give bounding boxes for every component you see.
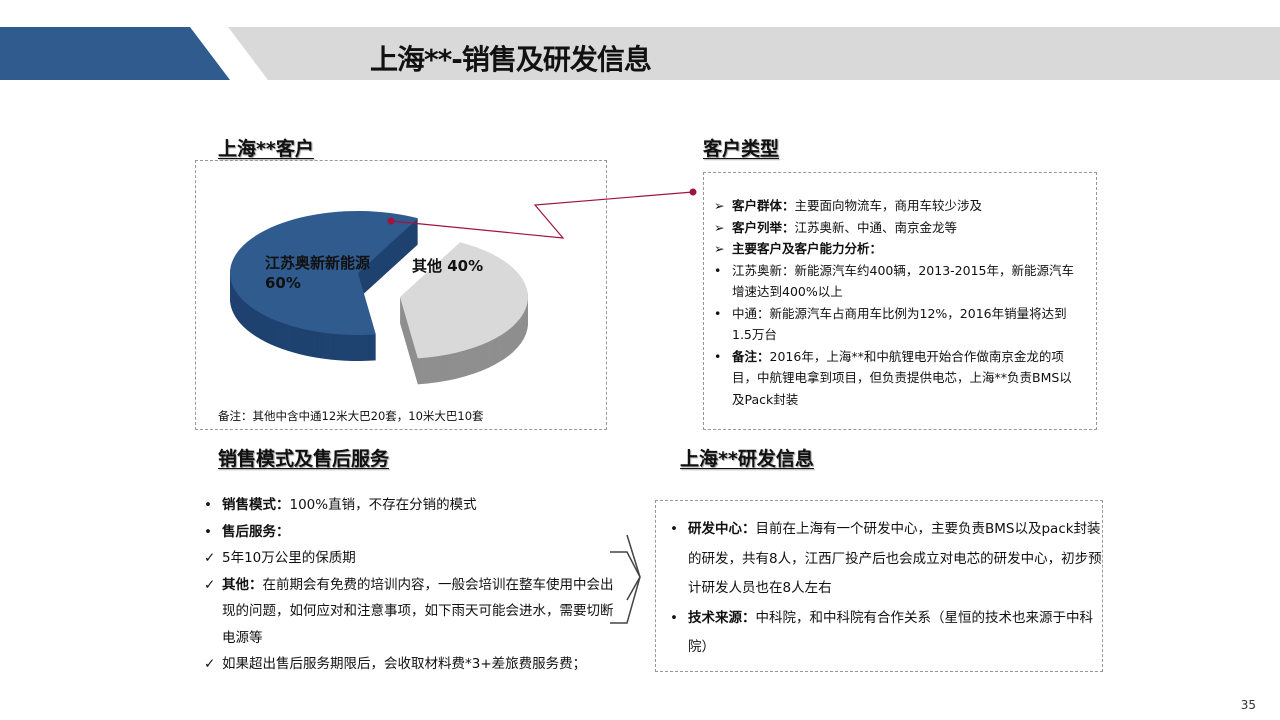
item-label: 客户列举：	[732, 219, 795, 235]
item-label: 销售模式：	[222, 497, 290, 513]
item-text: 客户群体：主要面向物流车，商用车较少涉及	[732, 195, 982, 217]
item-body: 目前在上海有一个研发中心，主要负责BMS以及pack封装的研发，共有8人，江西厂…	[688, 521, 1102, 596]
item-body: 如果超出售后服务期限后，会收取材料费*3+差旅费服务费；	[222, 656, 587, 672]
list-item: • 研发中心：目前在上海有一个研发中心，主要负责BMS以及pack封装的研发，共有…	[670, 515, 1102, 604]
header-band-blue	[0, 27, 230, 80]
item-body: 5年10万公里的保质期	[222, 550, 356, 566]
bullet-icon: ➢	[714, 198, 725, 213]
list-item: ➢ 主要客户及客户能力分析：	[714, 238, 1084, 260]
list-item: • 江苏奥新：新能源汽车约400辆，2013-2015年，新能源汽车增速达到400…	[714, 260, 1084, 303]
item-body: 2016年，上海**和中航锂电开始合作做南京金龙的项目，中航锂电拿到项目，但负责…	[732, 348, 1072, 407]
bullet-icon: •	[714, 262, 722, 278]
item-text: 其他：在前期会有免费的培训内容，一般会培训在整车使用中会出现的问题，如何应对和注…	[222, 572, 616, 652]
rnd-heading: 上海**研发信息	[680, 448, 814, 470]
list-item: • 售后服务：	[204, 519, 616, 546]
customer-types-box: ➢ 客户群体：主要面向物流车，商用车较少涉及 ➢ 客户列举：江苏奥新、中通、南京金龙等…	[703, 172, 1097, 430]
list-item: ➢ 客户群体：主要面向物流车，商用车较少涉及	[714, 195, 1084, 217]
list-item: • 销售模式：100%直销，不存在分销的模式	[204, 492, 616, 519]
header-band-gray	[228, 27, 1280, 80]
item-text: 备注：2016年，上海**和中航锂电开始合作做南京金龙的项目，中航锂电拿到项目，…	[732, 346, 1084, 411]
item-text: 售后服务：	[222, 519, 290, 546]
item-label: 其他：	[222, 576, 263, 593]
item-text: 技术来源：中科院，和中科院有合作关系（星恒的技术也来源于中科院）	[688, 604, 1102, 663]
item-text: 研发中心：目前在上海有一个研发中心，主要负责BMS以及pack封装的研发，共有8…	[688, 515, 1102, 604]
item-body: 主要面向物流车，商用车较少涉及	[794, 198, 983, 213]
customers-heading: 上海**客户	[218, 138, 314, 160]
sales-heading: 销售模式及售后服务	[218, 448, 390, 470]
bullet-icon: •	[714, 305, 722, 321]
list-item: • 技术来源：中科院，和中科院有合作关系（星恒的技术也来源于中科院）	[670, 604, 1102, 663]
customers-note: 备注：其他中含中通12米大巴20套，10米大巴10套	[218, 409, 484, 423]
bullet-icon: ➢	[714, 219, 725, 235]
item-body: 中通：新能源汽车占商用车比例为12%，2016年销量将达到1.5万台	[732, 305, 1067, 343]
item-body: 100%直销，不存在分销的模式	[289, 497, 477, 513]
item-label: 备注：	[732, 348, 770, 364]
rnd-box: • 研发中心：目前在上海有一个研发中心，主要负责BMS以及pack封装的研发，共有…	[655, 500, 1103, 672]
customer-types-heading: 客户类型	[703, 138, 780, 160]
page-number: 35	[1240, 698, 1256, 712]
item-body: 中科院，和中科院有合作关系（星恒的技术也来源于中科院）	[688, 609, 1093, 656]
bullet-icon: •	[204, 497, 212, 513]
bullet-icon: ✓	[204, 576, 216, 593]
item-text: 5年10万公里的保质期	[222, 545, 356, 572]
item-text: 销售模式：100%直销，不存在分销的模式	[222, 492, 477, 519]
item-text: 中通：新能源汽车占商用车比例为12%，2016年销量将达到1.5万台	[732, 303, 1084, 346]
pie-label-gray: 其他 40%	[412, 257, 484, 275]
customers-box	[195, 160, 607, 430]
pie-slice-1	[400, 242, 528, 359]
bullet-icon: •	[670, 521, 678, 537]
sales-list: • 销售模式：100%直销，不存在分销的模式 • 售后服务： ✓ 5年10万公里的保质期 ✓…	[204, 492, 616, 678]
bullet-icon: ➢	[714, 241, 725, 256]
item-label: 研发中心：	[688, 521, 756, 537]
bullet-icon: •	[670, 609, 678, 626]
item-text: 主要客户及客户能力分析：	[732, 238, 882, 260]
pie-slice-0	[230, 210, 419, 335]
list-item: • 备注：2016年，上海**和中航锂电开始合作做南京金龙的项目，中航锂电拿到项目…	[714, 346, 1084, 411]
item-text: 如果超出售后服务期限后，会收取材料费*3+差旅费服务费；	[222, 651, 586, 678]
item-label: 客户群体：	[732, 198, 795, 213]
list-item: ✓ 其他：在前期会有免费的培训内容，一般会培训在整车使用中会出现的问题，如何应对和…	[204, 572, 616, 652]
list-item: ✓ 如果超出售后服务期限后，会收取材料费*3+差旅费服务费；	[204, 651, 616, 678]
arrow-right-icon	[610, 534, 641, 624]
item-label: 主要客户及客户能力分析：	[732, 241, 883, 256]
item-label: 售后服务：	[222, 523, 290, 540]
bullet-icon: ✓	[204, 550, 216, 566]
callout-dot-end	[689, 188, 697, 196]
item-body: 江苏奥新：新能源汽车约400辆，2013-2015年，新能源汽车增速达到400%…	[732, 262, 1074, 300]
slide-title: 上海**-销售及研发信息	[370, 43, 652, 76]
item-text: 客户列举：江苏奥新、中通、南京金龙等	[732, 217, 957, 239]
list-item: ✓ 5年10万公里的保质期	[204, 545, 616, 572]
callout-dot-start	[387, 217, 395, 225]
pie-label-blue: 江苏奥新新能源 60%	[265, 254, 371, 292]
bullet-icon: •	[204, 523, 212, 540]
item-text: 江苏奥新：新能源汽车约400辆，2013-2015年，新能源汽车增速达到400%…	[732, 260, 1084, 303]
list-item: ➢ 客户列举：江苏奥新、中通、南京金龙等	[714, 217, 1084, 239]
bullet-icon: •	[714, 348, 722, 364]
item-label: 技术来源：	[688, 609, 756, 626]
item-body: 江苏奥新、中通、南京金龙等	[794, 219, 958, 235]
callout-line	[390, 191, 694, 239]
bullet-icon: ✓	[204, 656, 216, 672]
item-body: 在前期会有免费的培训内容，一般会培训在整车使用中会出现的问题，如何应对和注意事项…	[222, 576, 614, 646]
list-item: • 中通：新能源汽车占商用车比例为12%，2016年销量将达到1.5万台	[714, 303, 1084, 346]
